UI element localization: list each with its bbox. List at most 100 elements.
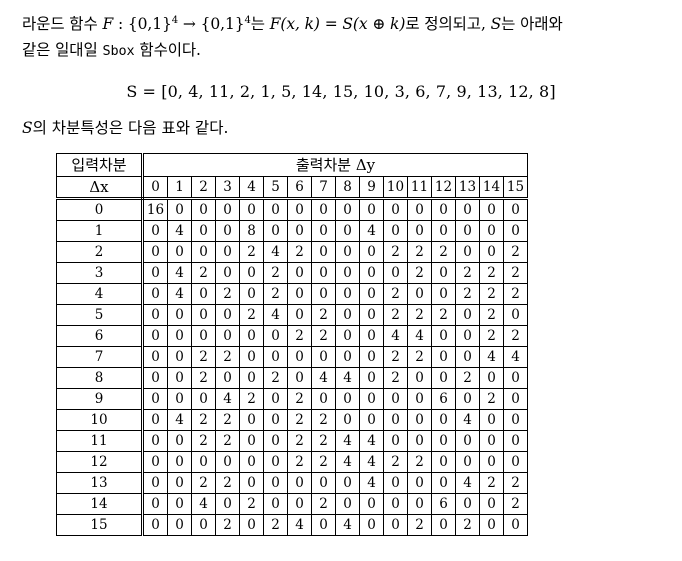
table-cell: 2	[383, 241, 408, 263]
table-cell: 0	[263, 472, 288, 494]
table-cell: 0	[431, 262, 456, 284]
table-cell: 0	[503, 198, 528, 221]
table-cell: 4	[335, 430, 360, 452]
table-cell: 0	[407, 409, 432, 431]
row-label: 13	[56, 472, 144, 494]
column-header-10: 10	[383, 176, 408, 200]
table-cell: 0	[191, 220, 216, 242]
table-cell: 2	[479, 262, 504, 284]
table-cell: 2	[263, 283, 288, 305]
table-cell: 0	[431, 472, 456, 494]
column-header-title: 출력차분 Δy	[142, 153, 528, 177]
row-label: 3	[56, 262, 144, 284]
table-cell: 2	[191, 430, 216, 452]
table-cell: 0	[479, 367, 504, 389]
domain-text: : {0,1}	[113, 15, 172, 34]
table-cell: 0	[263, 220, 288, 242]
column-header-3: 3	[215, 176, 240, 200]
table-cell: 0	[455, 388, 480, 410]
table-cell: 0	[142, 493, 168, 515]
table-cell: 2	[215, 472, 240, 494]
table-row: 12 0 0 0 0 0 0 2 2 4 4 2 2 0 0 0 0	[56, 451, 528, 473]
table-cell: 0	[431, 220, 456, 242]
table-cell: 0	[503, 220, 528, 242]
table-cell: 2	[479, 304, 504, 326]
sbox-formula: S = [0, 4, 11, 2, 1, 5, 14, 15, 10, 3, 6…	[0, 82, 682, 101]
table-cell: 0	[335, 493, 360, 515]
table-cell: 0	[455, 430, 480, 452]
table-cell: 16	[142, 198, 168, 221]
table-cell: 2	[311, 325, 336, 347]
table-cell: 2	[383, 283, 408, 305]
table-cell: 0	[167, 388, 192, 410]
table-cell: 0	[311, 514, 336, 536]
table-cell: 0	[407, 283, 432, 305]
table-cell: 0	[239, 451, 264, 473]
table-cell: 0	[479, 241, 504, 263]
table-cell: 2	[263, 262, 288, 284]
table-cell: 4	[311, 367, 336, 389]
table-cell: 0	[142, 304, 168, 326]
table-cell: 0	[335, 283, 360, 305]
table-cell: 0	[142, 514, 168, 536]
codomain-text: → {0,1}	[178, 15, 245, 34]
table-cell: 0	[407, 220, 432, 242]
table-cell: 4	[383, 325, 408, 347]
table-cell: 0	[359, 409, 384, 431]
table-cell: 0	[263, 409, 288, 431]
symbol-S: S	[490, 15, 502, 34]
table-cell: 0	[191, 325, 216, 347]
row-label: 4	[56, 283, 144, 305]
table-cell: 2	[503, 241, 528, 263]
domain-exponent: 4	[171, 15, 179, 26]
table-cell: 0	[215, 304, 240, 326]
table-cell: 0	[142, 430, 168, 452]
table-cell: 0	[311, 472, 336, 494]
table-cell: 0	[383, 262, 408, 284]
table-cell: 0	[263, 451, 288, 473]
definition-equation: F(x, k) = S(x ⊕ k)	[269, 15, 406, 34]
table-cell: 0	[479, 220, 504, 242]
table-cell: 0	[431, 346, 456, 368]
table-cell: 2	[455, 367, 480, 389]
table-cell: 0	[287, 304, 312, 326]
column-header-9: 9	[359, 176, 384, 200]
table-cell: 0	[383, 514, 408, 536]
table-cell: 0	[287, 262, 312, 284]
text-round-function: 라운드 함수	[22, 15, 103, 34]
table-cell: 2	[407, 514, 432, 536]
table-cell: 4	[287, 514, 312, 536]
table-cell: 0	[239, 367, 264, 389]
table-cell: 0	[215, 198, 240, 221]
table-cell: 4	[335, 514, 360, 536]
table-cell: 0	[239, 198, 264, 221]
table-cell: 2	[311, 409, 336, 431]
table-cell: 0	[383, 430, 408, 452]
table-cell: 0	[407, 388, 432, 410]
column-header-11: 11	[407, 176, 432, 200]
table-cell: 0	[335, 198, 360, 221]
table-cell: 0	[191, 241, 216, 263]
table-cell: 0	[142, 325, 168, 347]
table-cell: 4	[167, 220, 192, 242]
column-header-7: 7	[311, 176, 336, 200]
table-cell: 2	[479, 472, 504, 494]
row-header-symbol: Δx	[56, 176, 144, 200]
column-header-1: 1	[167, 176, 192, 200]
table-cell: 4	[263, 304, 288, 326]
table-cell: 0	[167, 472, 192, 494]
table-cell: 0	[455, 220, 480, 242]
table-cell: 0	[142, 472, 168, 494]
table-cell: 2	[191, 262, 216, 284]
table-cell: 4	[167, 262, 192, 284]
table-cell: 0	[503, 304, 528, 326]
table-cell: 2	[383, 367, 408, 389]
table-row: 10 0 4 2 2 0 0 2 2 0 0 0 0 0 4 0 0	[56, 409, 528, 431]
table-cell: 0	[431, 325, 456, 347]
table-cell: 0	[142, 367, 168, 389]
table-cell: 0	[191, 283, 216, 305]
table-cell: 0	[359, 346, 384, 368]
table-cell: 4	[263, 241, 288, 263]
